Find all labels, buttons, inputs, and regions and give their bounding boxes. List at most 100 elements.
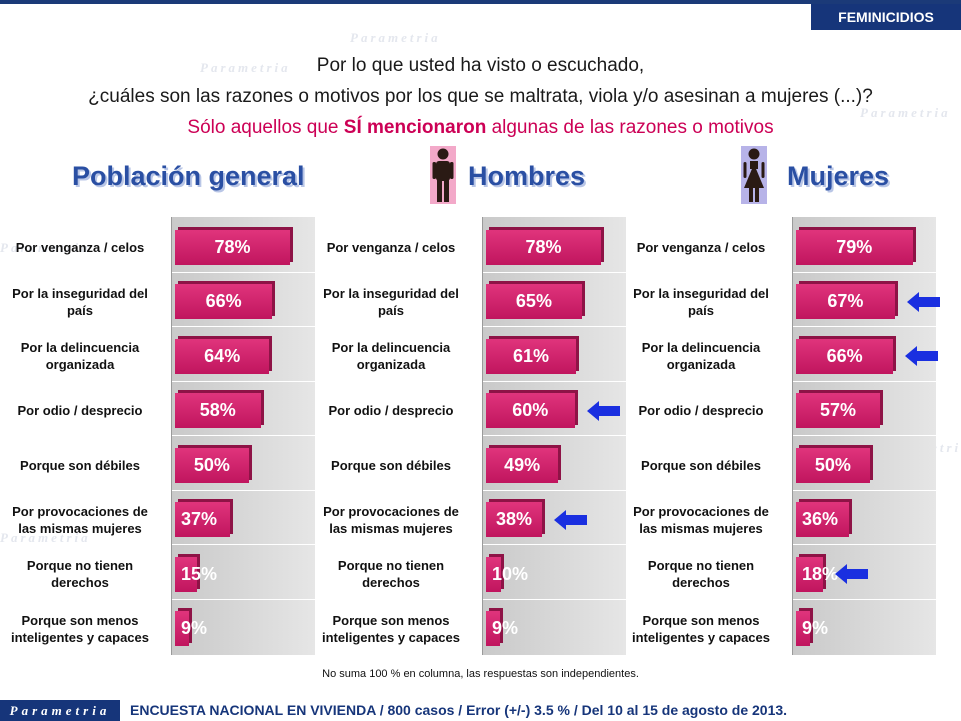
- value-label: 60%: [512, 400, 549, 421]
- gridline: [172, 490, 315, 491]
- arrow-left-icon: [586, 400, 620, 421]
- category-label: Por odio / desprecio: [17, 403, 143, 419]
- category-label: Por venganza / celos: [636, 239, 766, 255]
- category-label: Por venganza / celos: [15, 239, 145, 255]
- footnote: No suma 100 % en columna, las respuestas…: [322, 668, 639, 680]
- panel-title-women: Mujeres: [787, 161, 890, 191]
- category-label: Porque son débiles: [331, 457, 451, 473]
- bar: [486, 447, 559, 483]
- section-tag: FEMINICIDIOS: [811, 4, 961, 30]
- value-label: 64%: [204, 345, 241, 366]
- value-label: 9%: [492, 618, 519, 639]
- category-label: Por odio / desprecio: [638, 403, 764, 419]
- gridline: [793, 326, 936, 327]
- bar: [796, 229, 913, 265]
- question-line-2: ¿cuáles son las razones o motivos por lo…: [88, 86, 873, 107]
- value-label: 50%: [193, 454, 230, 475]
- category-label: Por la delincuencia organizada: [331, 340, 451, 373]
- category-label: Por provocaciones de las mismas mujeres: [633, 503, 769, 536]
- question-line-3: Sólo aquellos que SÍ mencionaron algunas…: [187, 117, 774, 138]
- gridline: [483, 381, 626, 382]
- arrow-left-icon: [834, 564, 868, 585]
- value-label: 65%: [515, 291, 552, 312]
- bar: [796, 338, 894, 374]
- gridline: [483, 490, 626, 491]
- category-label: Por la delincuencia organizada: [641, 340, 761, 373]
- value-label: 79%: [836, 236, 873, 257]
- bar: [796, 447, 870, 483]
- gridline: [172, 599, 315, 600]
- bar: [175, 393, 261, 429]
- category-label: Por la inseguridad del país: [323, 285, 459, 318]
- category-label: Porque son menos inteligentes y capaces: [631, 612, 770, 645]
- watermark: Parametria: [0, 240, 91, 255]
- value-label: 18%: [802, 563, 839, 584]
- category-label: Porque son menos inteligentes y capaces: [10, 612, 149, 645]
- bar: [796, 502, 850, 538]
- woman-icon: [741, 146, 767, 204]
- bar: [175, 447, 249, 483]
- value-label: 61%: [512, 345, 549, 366]
- bar: [486, 229, 602, 265]
- arrow-left-icon: [906, 291, 940, 312]
- category-label: Por odio / desprecio: [328, 403, 454, 419]
- bar: [486, 502, 543, 538]
- category-label: Porque no tienen derechos: [337, 558, 445, 591]
- bar: [486, 338, 576, 374]
- bar: [796, 393, 881, 429]
- category-label: Porque no tienen derechos: [26, 558, 134, 591]
- value-label: 9%: [181, 618, 208, 639]
- question-line-1: Por lo que usted ha visto o escuchado,: [316, 55, 645, 76]
- watermark: Parametria: [0, 530, 91, 545]
- gridline: [483, 326, 626, 327]
- category-label: Por la inseguridad del país: [12, 285, 148, 318]
- gridline: [793, 599, 936, 600]
- category-label: Por provocaciones de las mismas mujeres: [12, 503, 148, 536]
- category-label: Porque no tienen derechos: [647, 558, 755, 591]
- value-label: 37%: [181, 509, 218, 530]
- footer-logo: Parametria: [0, 700, 120, 721]
- bar: [486, 611, 500, 647]
- value-label: 50%: [814, 454, 851, 475]
- bar: [175, 556, 198, 592]
- gridline: [483, 544, 626, 545]
- value-label: 57%: [820, 400, 857, 421]
- category-label: Porque son menos inteligentes y capaces: [321, 612, 460, 645]
- bar: [796, 284, 895, 320]
- category-label: Por la inseguridad del país: [633, 285, 769, 318]
- watermark: Parametria: [860, 105, 951, 120]
- category-label: Por venganza / celos: [326, 239, 456, 255]
- gridline: [483, 599, 626, 600]
- value-label: 49%: [504, 454, 541, 475]
- category-label: Por provocaciones de las mismas mujeres: [323, 503, 459, 536]
- value-label: 66%: [205, 291, 242, 312]
- bar: [486, 556, 501, 592]
- gridline: [793, 381, 936, 382]
- bar: [796, 556, 823, 592]
- value-label: 36%: [802, 509, 839, 530]
- bar: [175, 502, 230, 538]
- watermark: Parametria: [350, 30, 441, 45]
- gridline: [172, 326, 315, 327]
- gridline: [793, 544, 936, 545]
- bar: [486, 284, 582, 320]
- gridline: [483, 272, 626, 273]
- gridline: [172, 381, 315, 382]
- watermark: Parametria: [200, 60, 291, 75]
- category-label: Porque son débiles: [641, 457, 761, 473]
- value-label: 67%: [827, 291, 864, 312]
- category-label: Porque son débiles: [20, 457, 140, 473]
- bar: [175, 611, 189, 647]
- bar: [175, 338, 270, 374]
- panel-title-general: Población general: [72, 161, 305, 191]
- panel-title-men: Hombres: [468, 161, 586, 191]
- gridline: [483, 435, 626, 436]
- arrow-left-icon: [554, 509, 588, 530]
- value-label: 15%: [181, 563, 218, 584]
- arrow-left-icon: [905, 346, 939, 367]
- value-label: 66%: [826, 345, 863, 366]
- gridline: [793, 272, 936, 273]
- gridline: [793, 490, 936, 491]
- value-label: 10%: [492, 563, 529, 584]
- value-label: 78%: [525, 236, 562, 257]
